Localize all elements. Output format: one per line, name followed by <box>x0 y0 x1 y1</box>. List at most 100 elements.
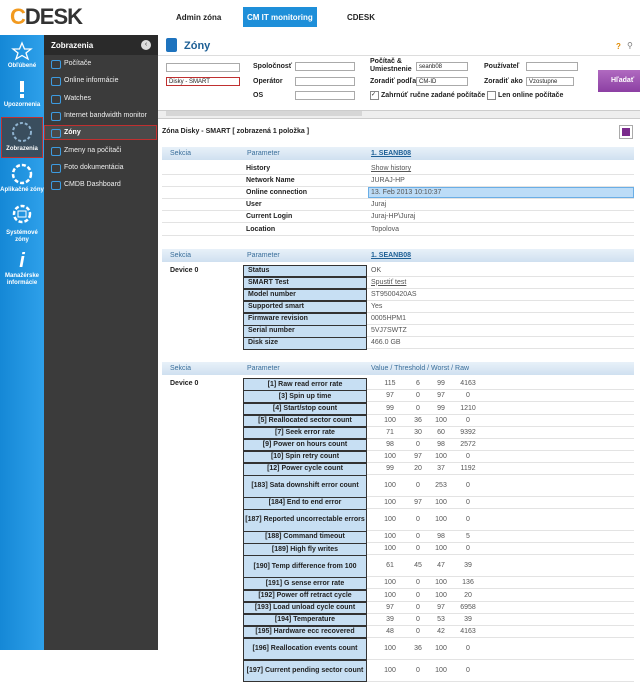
cell-value: 0 <box>416 392 420 400</box>
row <box>367 497 634 510</box>
param: Status <box>243 264 367 278</box>
help[interactable]: ? <box>616 42 621 51</box>
menu-item[interactable]: Online informácie <box>64 77 119 85</box>
input[interactable] <box>295 91 355 100</box>
cell-value: 0 <box>416 404 420 412</box>
input[interactable] <box>295 62 355 71</box>
input[interactable]: seanb08 <box>416 62 468 71</box>
cell-value: 5VJ7SWTZ <box>371 327 407 335</box>
param: Model number <box>243 288 367 302</box>
param: Disk size <box>243 337 367 350</box>
menu-icon <box>51 60 61 69</box>
row <box>367 427 634 439</box>
label: Spoločnosť <box>253 63 293 70</box>
cell-value: 100 <box>435 591 447 599</box>
cell-value: 45 <box>414 562 422 570</box>
nav-active-bg <box>243 7 317 27</box>
cell-value: 100 <box>384 545 396 553</box>
cell-value: Juraj <box>371 201 387 209</box>
scroll-thumb[interactable] <box>166 111 362 116</box>
cell-value: 13. Feb 2013 10:10:37 <box>371 189 442 197</box>
cell-value: 99 <box>386 465 394 473</box>
menu-item[interactable]: CMDB Dashboard <box>64 181 121 189</box>
nav-item[interactable]: CM IT monitoring <box>247 13 313 22</box>
param: [10] Spin retry count <box>243 450 367 464</box>
nav-item[interactable]: Admin zóna <box>176 13 222 22</box>
row <box>162 199 634 212</box>
select[interactable]: CM-ID <box>416 77 468 86</box>
param: [194] Temperature <box>243 613 367 627</box>
search-button[interactable]: Hľadať <box>598 70 640 92</box>
param: [183] Sata downshift error count <box>243 475 367 498</box>
cell-value: 98 <box>437 533 445 541</box>
icon-label[interactable]: Manažérske informácie <box>4 273 40 286</box>
table-header <box>162 362 634 376</box>
cell-value: 100 <box>435 579 447 587</box>
cell-value: 48 <box>386 627 394 635</box>
cell-value: 99 <box>437 380 445 388</box>
checkbox[interactable]: ✓ <box>370 91 379 100</box>
cell-value[interactable]: Spustiť test <box>371 278 407 286</box>
collapse-button[interactable]: ‹ <box>141 40 151 50</box>
param: Firmware revision <box>243 313 367 326</box>
icon-label[interactable]: Upozornenia <box>3 102 41 108</box>
row <box>367 313 634 326</box>
cell-value: 6958 <box>460 603 476 611</box>
menu-item[interactable]: Internet bandwidth monitor <box>64 111 147 119</box>
cell-value: 0 <box>466 644 470 652</box>
row <box>367 475 634 498</box>
cell-value: 9392 <box>460 428 476 436</box>
cell-value: 0 <box>466 666 470 674</box>
cell-value: 0 <box>466 416 470 424</box>
row <box>367 531 634 544</box>
icon-label[interactable]: Systémové zóny <box>6 230 38 243</box>
menu-icon <box>51 94 61 104</box>
row <box>367 626 634 638</box>
param: [1] Raw read error rate <box>243 378 367 391</box>
page-icon <box>166 38 177 52</box>
cell-value: 0 <box>416 615 420 623</box>
row <box>162 224 634 236</box>
param: [188] Command timeout <box>243 531 367 544</box>
search-icon[interactable]: ⚲ <box>627 41 633 50</box>
nav-item[interactable]: CDESK <box>347 13 376 22</box>
cell-value: 97 <box>437 392 445 400</box>
input[interactable] <box>295 77 355 86</box>
row <box>367 555 634 578</box>
cell-value: 466.0 GB <box>371 339 401 347</box>
cell-value: 37 <box>437 465 445 473</box>
logo-wrap: CDESK <box>10 4 83 30</box>
icon-label[interactable]: Obľúbené <box>7 63 37 69</box>
select[interactable]: Vzostupne <box>526 77 574 86</box>
cell-value: 100 <box>435 452 447 460</box>
menu-item[interactable]: Počítače <box>64 60 92 67</box>
input[interactable] <box>526 62 578 71</box>
label: Len online počítače <box>498 92 564 99</box>
scrollbar[interactable] <box>158 110 640 119</box>
save-button[interactable] <box>619 125 633 139</box>
icon-label[interactable]: Aplikačné zóny <box>0 187 44 193</box>
menu-item[interactable]: Watches <box>64 94 91 102</box>
label: Zoradiť podľa <box>370 78 417 85</box>
cell-value: 0 <box>416 516 420 524</box>
label: Počítač & Umiestnenie <box>370 58 412 73</box>
cell-value: 39 <box>464 615 472 623</box>
cell-value: 1210 <box>460 404 476 412</box>
cell-value: 36 <box>414 416 422 424</box>
cell-value: 39 <box>386 615 394 623</box>
select[interactable] <box>166 63 240 72</box>
checkbox[interactable] <box>487 91 496 100</box>
param: SMART Test <box>243 276 367 290</box>
menu-item[interactable]: Zóny <box>64 129 81 137</box>
cell-value[interactable]: Show history <box>371 165 412 172</box>
row <box>162 187 634 200</box>
label: Zoradiť ako <box>484 78 523 85</box>
menu-item[interactable]: Foto dokumentácia <box>64 163 124 171</box>
cell-value: 0 <box>466 392 470 400</box>
cell-value: 100 <box>435 666 447 674</box>
cell-value: 0 <box>416 579 420 587</box>
icon-label[interactable]: Zobrazenia <box>6 146 38 152</box>
zone-select[interactable]: Disky - SMART <box>166 77 240 86</box>
cell-value: 253 <box>435 482 447 490</box>
menu-item[interactable]: Zmeny na počítači <box>64 146 122 154</box>
